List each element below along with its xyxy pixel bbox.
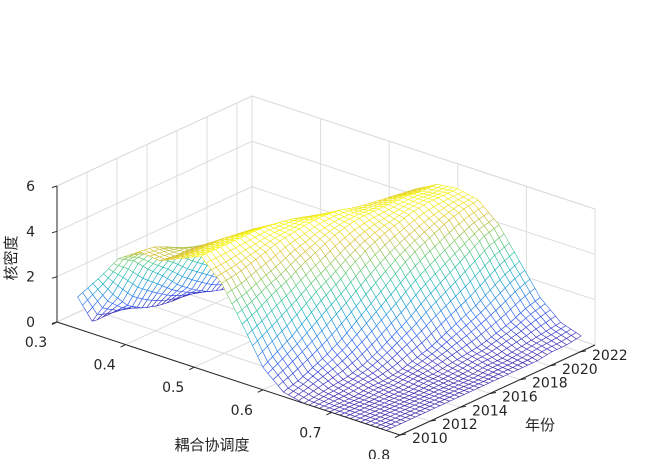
- x-tick-mark: [120, 344, 126, 348]
- x-tick-mark: [188, 366, 195, 371]
- y-tick-label: 2018: [532, 376, 568, 392]
- z-tick-mark: [51, 185, 58, 188]
- y-tick-mark: [459, 405, 467, 408]
- y-tick-mark: [399, 433, 407, 436]
- x-tick-mark: [394, 434, 401, 438]
- y-tick-mark: [489, 391, 497, 394]
- z-tick-label: 4: [26, 224, 35, 240]
- x-tick-label: 0.8: [368, 448, 390, 459]
- y-tick-label: 2012: [442, 417, 478, 433]
- z-axis-label: 核密度: [2, 235, 20, 280]
- x-axis-line: [56, 321, 401, 436]
- z-gridline: [56, 95, 596, 210]
- x-tick-label: 0.7: [299, 425, 321, 441]
- y-tick-label: 2016: [502, 390, 538, 406]
- x-tick-mark: [257, 389, 264, 393]
- y-tick-label: 2010: [412, 431, 448, 447]
- y-tick-label: 2014: [472, 403, 508, 419]
- axes-lines: [51, 185, 596, 438]
- y-tick-mark: [519, 378, 527, 381]
- z-tick-label: 6: [26, 179, 35, 195]
- y-axis-label: 年份: [525, 416, 555, 434]
- y-tick-mark: [549, 364, 557, 367]
- z-tick-mark: [51, 321, 58, 324]
- y-tick-label: 2020: [562, 362, 598, 378]
- z-tick-label: 0: [26, 315, 35, 331]
- y-tick-label: 2022: [592, 348, 628, 364]
- x-tick-label: 0.3: [25, 335, 47, 351]
- y-tick-mark: [429, 419, 437, 422]
- x-tick-label: 0.5: [162, 380, 184, 396]
- tick-labels: 0.30.40.50.60.70.82010201220142016201820…: [25, 179, 628, 459]
- x-tick-mark: [326, 411, 332, 416]
- x-tick-label: 0.6: [231, 403, 253, 419]
- y-tick-mark: [579, 350, 587, 353]
- z-tick-mark: [51, 276, 58, 279]
- x-tick-label: 0.4: [93, 358, 115, 374]
- z-tick-mark: [51, 230, 58, 234]
- x-axis-label: 耦合协调度: [174, 436, 249, 454]
- y-axis-line: [399, 344, 596, 436]
- density-surface-mesh: [77, 183, 582, 431]
- z-tick-label: 2: [26, 270, 35, 286]
